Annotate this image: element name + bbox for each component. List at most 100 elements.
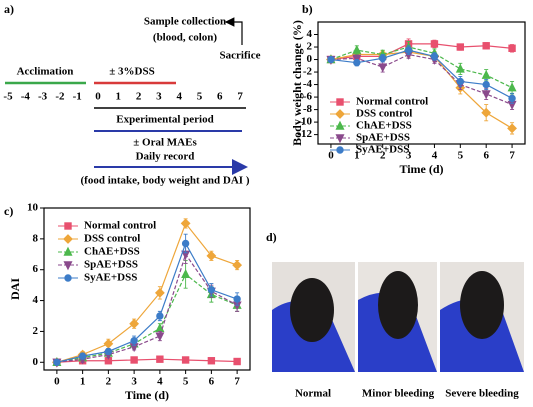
x-tick-label: 5 <box>458 150 464 162</box>
photo-label: Minor bleeding <box>362 388 435 400</box>
point <box>233 295 241 303</box>
x-tick-label: 0 <box>54 376 60 388</box>
point <box>378 54 387 62</box>
label: Acclimation <box>17 66 74 78</box>
point <box>482 80 490 89</box>
point <box>481 69 491 79</box>
day-label: 1 <box>116 91 122 103</box>
series-line <box>330 49 513 99</box>
photo-label: Severe bleeding <box>445 388 519 400</box>
point <box>335 109 345 119</box>
y-tick-label: 2 <box>33 325 39 337</box>
point <box>327 55 335 64</box>
point <box>156 312 164 320</box>
point <box>455 63 465 73</box>
point <box>352 54 362 64</box>
legend-label: Normal control <box>84 220 156 232</box>
day-label: 6 <box>217 91 223 103</box>
y-tick-label: -2 <box>303 66 313 78</box>
y-tick-label: 10 <box>27 202 39 214</box>
x-tick-label: 7 <box>234 376 240 388</box>
mouse <box>460 271 504 339</box>
day-label: 3 <box>156 91 162 103</box>
plot-frame <box>43 207 251 371</box>
day-label: -1 <box>73 91 82 103</box>
point <box>64 222 72 230</box>
x-axis-label: Time (d) <box>125 388 169 402</box>
x-tick-label: 6 <box>209 376 215 388</box>
x-tick-label: 5 <box>183 376 189 388</box>
point <box>104 347 113 356</box>
y-axis-label: DAI <box>8 278 22 300</box>
point <box>507 82 517 92</box>
mouse <box>290 278 334 342</box>
mouse <box>378 271 418 339</box>
point <box>181 356 190 364</box>
point <box>154 287 165 298</box>
point <box>335 134 345 144</box>
point <box>482 42 490 50</box>
legend-label: Normal control <box>356 96 428 108</box>
photo <box>272 262 355 372</box>
x-tick-label: 6 <box>483 150 489 162</box>
point <box>130 356 138 364</box>
day-label: -5 <box>3 91 13 103</box>
y-tick-label: -12 <box>297 128 312 140</box>
legend-marker <box>336 98 344 106</box>
legend-label: SyAE+DSS <box>84 272 137 284</box>
point <box>53 358 61 366</box>
x-tick-label: 4 <box>432 150 438 162</box>
y-tick-label: 6 <box>33 263 39 275</box>
point <box>481 90 491 100</box>
day-label: -3 <box>38 91 48 103</box>
legend-marker <box>336 146 344 154</box>
label: Sacrifice <box>220 50 261 62</box>
point <box>378 63 388 73</box>
legend-marker <box>64 222 72 230</box>
y-tick-label: -10 <box>297 116 312 128</box>
point <box>232 260 243 270</box>
series-line <box>56 252 238 363</box>
legend-label: DSS control <box>356 108 412 120</box>
point <box>206 250 217 261</box>
x-tick-label: 3 <box>131 376 137 388</box>
x-tick-label: 3 <box>406 150 412 162</box>
legend-label: ChAE+DSS <box>356 120 412 132</box>
point <box>233 357 241 366</box>
timeline: Sample collection (blood, colon) Sacrifi… <box>3 16 260 187</box>
label: Sample collection <box>144 16 226 28</box>
point <box>335 120 345 130</box>
point <box>181 239 190 248</box>
point <box>353 58 361 67</box>
label: ± Oral MAEs <box>133 137 197 149</box>
series-line <box>330 46 513 89</box>
day-label: -4 <box>21 91 31 103</box>
label: Daily record <box>136 151 195 163</box>
point <box>456 43 465 51</box>
legend-label: DSS control <box>84 233 140 245</box>
point <box>63 246 73 256</box>
panel-label: b) <box>302 2 313 16</box>
point <box>336 146 344 154</box>
photo-label: Normal <box>295 388 331 400</box>
label: ± 3%DSS <box>109 66 154 78</box>
arrow <box>224 17 243 45</box>
legend-marker <box>63 246 73 256</box>
point <box>181 269 191 279</box>
panel-label: c) <box>4 204 13 218</box>
point <box>130 336 138 345</box>
plot-frame <box>317 21 526 145</box>
day-label: -2 <box>55 91 65 103</box>
day-label: 4 <box>176 91 182 103</box>
point <box>508 44 516 52</box>
x-tick-label: 7 <box>509 150 515 162</box>
series-line <box>330 43 513 61</box>
photo <box>440 262 524 372</box>
panel-label: d) <box>266 230 277 244</box>
point <box>456 77 465 86</box>
legend-marker <box>63 234 73 244</box>
legend-marker <box>335 109 345 119</box>
series-line <box>56 222 238 363</box>
day-label: 7 <box>237 91 243 103</box>
